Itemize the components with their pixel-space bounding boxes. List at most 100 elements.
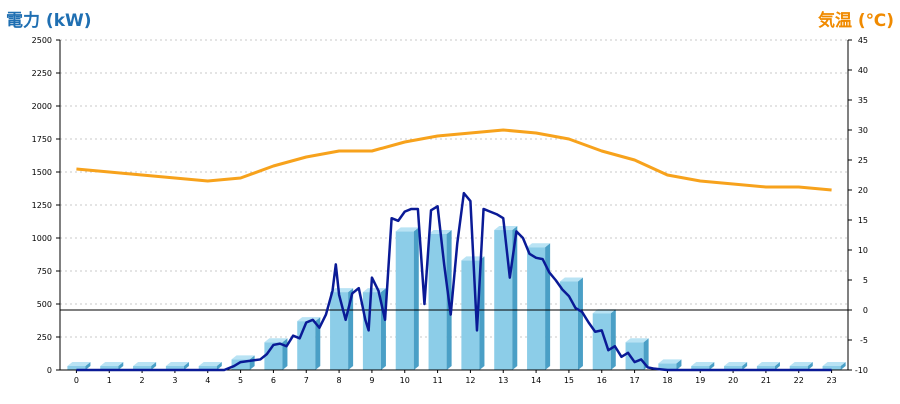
bar — [231, 355, 255, 370]
bar-side — [282, 338, 288, 370]
x-tick-label: 16 — [597, 376, 607, 385]
bar-top — [756, 362, 780, 366]
bar — [198, 362, 222, 370]
x-tick-label: 23 — [826, 376, 836, 385]
left-tick-label: 750 — [37, 267, 52, 276]
left-tick-label: 1500 — [32, 168, 52, 177]
bar-top — [67, 362, 91, 366]
x-tick-label: 12 — [465, 376, 475, 385]
bar-side — [742, 362, 748, 370]
bar-top — [724, 362, 748, 366]
bar — [527, 243, 551, 370]
left-tick-label: 250 — [37, 333, 52, 342]
x-tick-label: 1 — [107, 376, 112, 385]
left-tick-label: 1750 — [32, 135, 52, 144]
bar-face — [231, 359, 250, 370]
bar-side — [610, 309, 616, 370]
power-line — [76, 191, 832, 372]
bar — [658, 359, 682, 370]
x-tick-label: 10 — [400, 376, 410, 385]
bar-side — [676, 359, 682, 370]
bar-face — [625, 342, 644, 370]
bar-side — [216, 362, 222, 370]
left-tick-label: 1250 — [32, 201, 52, 210]
right-tick-label: 15 — [858, 216, 868, 225]
bar-side — [85, 362, 91, 370]
bar — [395, 227, 419, 370]
left-tick-label: 1000 — [32, 234, 52, 243]
bar-face — [428, 234, 447, 370]
bar-side — [577, 277, 583, 370]
bar — [165, 362, 189, 370]
left-tick-label: 2000 — [32, 102, 52, 111]
bar-side — [807, 362, 813, 370]
right-tick-label: -5 — [860, 336, 868, 345]
bar-face — [67, 366, 86, 370]
bar-top — [330, 288, 354, 293]
x-tick-label: 19 — [695, 376, 705, 385]
right-tick-label: 5 — [863, 276, 868, 285]
right-tick-label: 35 — [858, 96, 868, 105]
x-tick-label: 5 — [238, 376, 243, 385]
bar-side — [413, 227, 419, 370]
bar — [822, 362, 846, 370]
bar-face — [789, 366, 808, 370]
bar-face — [165, 366, 184, 370]
bar-face — [297, 321, 316, 370]
bar-face — [100, 366, 119, 370]
bar-face — [724, 366, 743, 370]
bar — [592, 309, 616, 370]
bar-top — [198, 362, 222, 366]
bar-top — [231, 355, 255, 360]
left-tick-label: 500 — [37, 300, 52, 309]
bar-face — [494, 230, 513, 370]
x-tick-label: 6 — [271, 376, 276, 385]
x-tick-label: 14 — [531, 376, 541, 385]
bar-top — [165, 362, 189, 366]
left-tick-label: 2500 — [32, 36, 52, 45]
bar-top — [658, 359, 682, 364]
bar-side — [151, 362, 157, 370]
bar-top — [822, 362, 846, 366]
bar-face — [527, 247, 546, 370]
bar-side — [709, 362, 715, 370]
bar — [756, 362, 780, 370]
x-tick-label: 8 — [337, 376, 342, 385]
bar-top — [133, 362, 157, 366]
x-tick-label: 11 — [432, 376, 442, 385]
bar-side — [840, 362, 846, 370]
x-tick-label: 20 — [728, 376, 738, 385]
left-tick-label: 0 — [47, 366, 52, 375]
x-tick-label: 22 — [794, 376, 804, 385]
bar-side — [512, 226, 518, 370]
bar-face — [362, 292, 381, 370]
bar-face — [330, 292, 349, 370]
bar-side — [249, 355, 255, 370]
bar-side — [183, 362, 189, 370]
bar-top — [395, 227, 419, 232]
bar-face — [592, 313, 611, 370]
left-tick-label: 2250 — [32, 69, 52, 78]
x-tick-label: 21 — [761, 376, 771, 385]
bar-side — [118, 362, 124, 370]
bar-top — [494, 226, 518, 231]
left-axis-title: 電力 (kW) — [6, 11, 92, 31]
right-tick-label: 40 — [858, 66, 868, 75]
bar-face — [395, 231, 414, 370]
right-tick-label: 20 — [858, 186, 868, 195]
temperature-line — [76, 128, 832, 192]
bar — [100, 362, 124, 370]
x-tick-label: 13 — [498, 376, 508, 385]
x-tick-label: 4 — [205, 376, 210, 385]
bar-side — [315, 317, 321, 370]
right-tick-label: 0 — [863, 306, 868, 315]
bar-top — [100, 362, 124, 366]
x-tick-label: 9 — [369, 376, 374, 385]
bar — [724, 362, 748, 370]
right-tick-label: 10 — [858, 246, 868, 255]
bar — [133, 362, 157, 370]
bar-face — [198, 366, 217, 370]
bar-face — [133, 366, 152, 370]
